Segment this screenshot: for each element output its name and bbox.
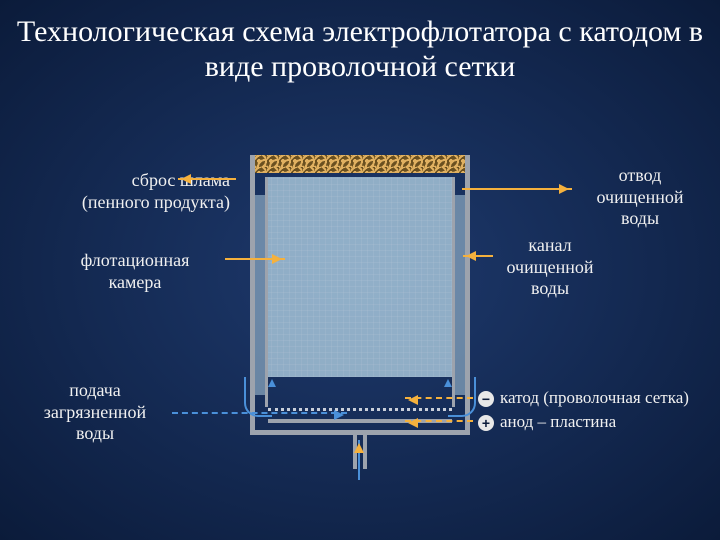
label-anode: +анод – пластина [478,412,616,432]
arrow-chamber [225,258,285,260]
arrow-inlet-up [358,440,360,480]
arrow-channel [463,255,493,257]
plus-icon: + [478,415,494,431]
arrow-cathode [405,397,473,399]
arrow-outlet [462,188,572,190]
arrow-inlet-h [172,412,347,414]
vessel-wall [250,155,470,435]
flow-curve-left [244,377,272,417]
label-chamber: флотационнаякамера [55,250,215,293]
page-title: Технологическая схема электрофлотатора с… [0,15,720,84]
vessel-diagram [250,155,470,435]
label-outlet: отводочищеннойводы [575,165,705,230]
label-channel: каналочищеннойводы [495,235,605,300]
arrow-anode [405,420,473,422]
label-inlet: подачазагрязненнойводы [20,380,170,445]
label-cathode: −катод (проволочная сетка) [478,388,689,408]
minus-icon: − [478,391,494,407]
label-sludge: сброс шлама(пенного продукта) [15,170,230,213]
arrow-sludge [178,178,236,180]
